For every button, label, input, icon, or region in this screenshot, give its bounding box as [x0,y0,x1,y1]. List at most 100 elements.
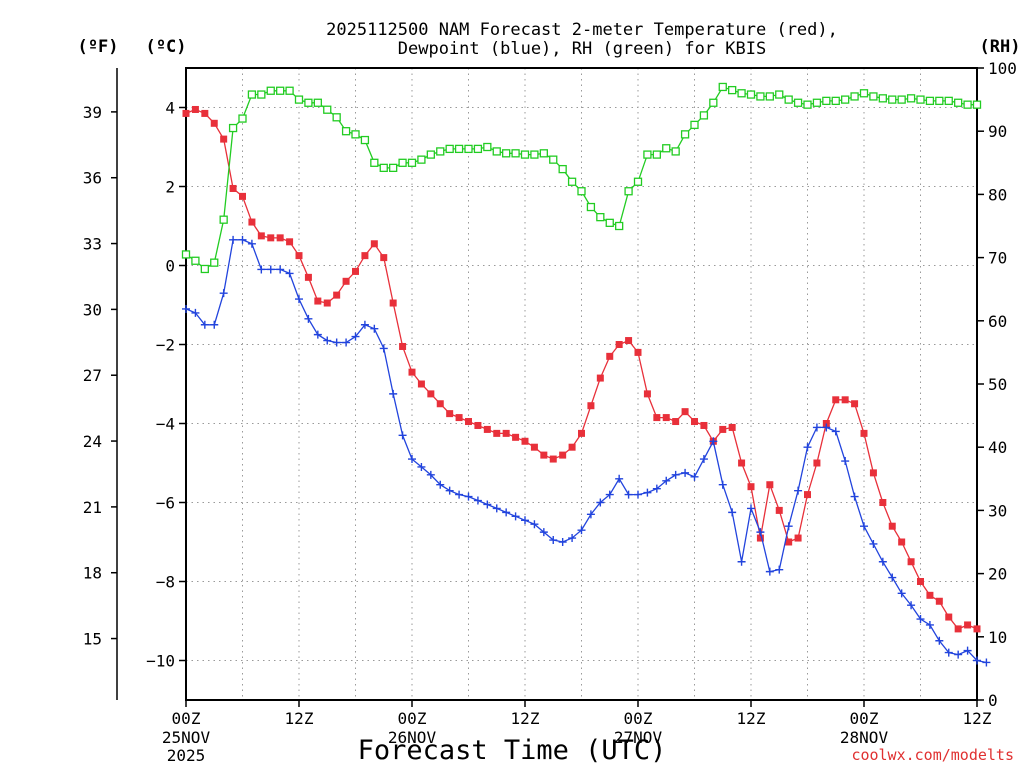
temperature-point [210,119,218,127]
temperature-point [427,390,435,398]
temperature-point [587,402,595,410]
dewpoint-point [831,427,840,436]
temperature-point [549,455,557,463]
dewpoint-point [794,486,803,495]
rh-point [266,86,275,95]
x-tick-date-label: 26NOV [388,728,437,747]
rh-tick-label: 30 [988,501,1007,520]
dewpoint-point [784,522,793,531]
dewpoint-point [182,304,190,313]
temperature-point [417,380,425,388]
dewpoint-point [389,389,398,398]
temperature-point [229,184,237,192]
temperature-point [530,443,538,451]
dewpoint-point [652,484,661,493]
dewpoint-point [671,470,680,479]
temperature-point [220,135,228,143]
rh-point [304,98,313,107]
x-tick-year-label: 2025 [167,746,206,765]
dewpoint-point [869,539,878,548]
rh-point [511,149,520,158]
temperature-point [653,414,661,422]
temperature-point [352,267,359,275]
rh-point [417,155,426,164]
rh-tick-label: 50 [988,375,1007,394]
dewpoint-point [408,455,416,464]
rh-point [906,94,916,103]
rh-point [605,218,614,227]
chart-title-line2: Dewpoint (blue), RH (green) for KBIS [398,39,766,59]
rh-point [728,85,737,95]
temperature-point [568,443,576,451]
x-tick-date-label: 25NOV [162,728,211,747]
dewpoint-point [502,508,511,517]
rh-point [662,144,671,153]
temperature-point [766,481,774,489]
celsius-tick-label: 4 [165,99,175,118]
rh-point [210,258,219,267]
temperature-point [257,232,265,240]
rh-point [746,90,756,99]
rh-point [219,215,228,224]
temperature-point [672,418,680,426]
temperature-point [182,109,190,117]
rh-point [888,95,897,104]
rh-point [897,95,906,104]
rh-point [228,123,238,133]
dewpoint-point [944,648,953,657]
celsius-tick-label: −4 [156,415,175,434]
rh-point [360,135,370,145]
temperature-point [465,418,472,426]
rh-point [530,150,539,159]
temperature-point [954,625,962,633]
fahrenheit-tick-label: 18 [83,564,102,583]
dewpoint-point [935,636,944,645]
temperature-point [201,109,209,117]
temperature-point [559,451,567,459]
rh-point [859,89,869,98]
rh-point [426,150,435,159]
fahrenheit-tick-label: 24 [83,432,102,451]
x-tick-label: 00Z [624,709,653,728]
rh-point [464,144,473,154]
rh-point [191,256,200,265]
rh-point [652,150,661,159]
dewpoint-point [765,567,774,576]
dewpoint-point [982,658,991,667]
dewpoint-point [351,332,360,341]
dewpoint-point [850,492,859,501]
temperature-point [851,400,859,408]
dewpoint-point [681,468,690,477]
temperature-point [634,348,642,356]
temperature-point [436,400,444,408]
dewpoint-point [295,295,303,304]
rh-point [276,86,285,95]
dewpoint-line [185,239,987,664]
rh-point [492,147,501,156]
rh-point [332,113,341,122]
dewpoint-point [285,269,294,278]
dewpoint-point [266,265,275,274]
temperature-point [898,538,906,546]
dewpoint-point [426,470,435,479]
dewpoint-point [888,573,897,582]
dewpoint-point [379,344,388,353]
temperature-point [512,433,520,441]
dewpoint-point [492,504,501,513]
temperature-point [738,459,746,467]
temperature-point [540,451,548,459]
temperature-point [239,192,246,200]
rh-point [803,100,812,109]
rh-point [699,111,709,120]
fahrenheit-tick-label: 27 [83,366,102,385]
dewpoint-point [464,492,473,501]
rh-tick-label: 100 [988,59,1017,78]
x-tick-label: 00Z [398,709,427,728]
dewpoint-point [775,565,784,574]
rh-point [841,95,850,104]
rh-tick-label: 60 [988,312,1007,331]
temperature-point [615,341,623,348]
dewpoint-point [455,490,464,499]
rh-point [596,213,605,222]
temperature-point [662,414,670,422]
